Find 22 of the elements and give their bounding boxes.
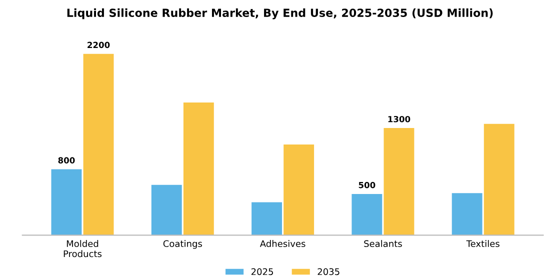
bar [384, 128, 414, 236]
chart-title: Liquid Silicone Rubber Market, By End Use, 2025-2035 (USD Million) [67, 8, 493, 20]
data-label: 2200 [88, 42, 110, 48]
legend-label: 2035 [318, 268, 340, 276]
x-tick-label: Sealants [364, 240, 402, 248]
x-tick-label: Molded Products [64, 240, 102, 258]
bar [484, 124, 514, 236]
bar [151, 184, 182, 236]
bar [452, 193, 482, 236]
bar [352, 194, 382, 236]
data-label: 1300 [388, 116, 410, 122]
bar [183, 102, 214, 236]
bar [51, 169, 82, 236]
x-tick-label: Coatings [163, 240, 202, 249]
data-label: 500 [358, 182, 376, 188]
x-tick-label: Textiles [466, 240, 500, 248]
bar [83, 54, 114, 236]
bar [284, 144, 314, 236]
x-tick-label: Adhesives [260, 240, 306, 248]
bar [252, 202, 282, 236]
legend-label: 2025 [251, 268, 273, 276]
data-label: 800 [58, 157, 75, 164]
